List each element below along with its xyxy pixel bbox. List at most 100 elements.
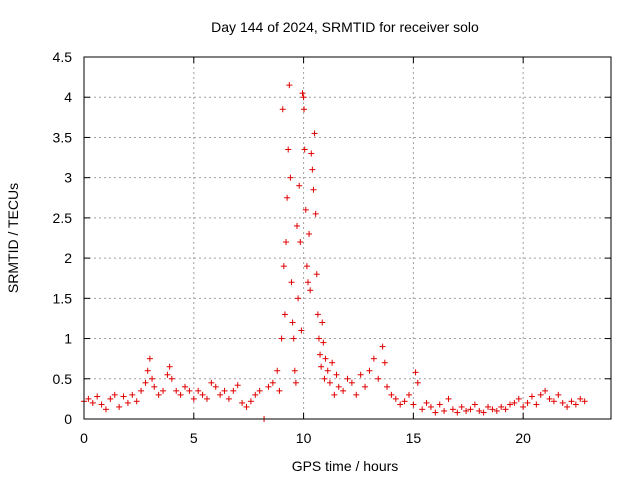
data-point [489, 406, 496, 413]
data-point [319, 319, 326, 326]
data-point [203, 395, 210, 402]
data-point [520, 403, 527, 410]
data-point [286, 82, 293, 89]
data-point [230, 387, 237, 394]
data-point [297, 239, 304, 246]
data-point [326, 379, 333, 386]
data-point [111, 391, 118, 398]
chart-title: Day 144 of 2024, SRMTID for receiver sol… [211, 19, 479, 35]
data-point [292, 379, 299, 386]
data-point [168, 375, 175, 382]
data-point [234, 382, 241, 389]
data-point [480, 409, 487, 416]
data-point [290, 335, 297, 342]
data-point [427, 403, 434, 410]
data-point [410, 401, 417, 408]
data-point [436, 401, 443, 408]
data-point [199, 391, 206, 398]
data-point [331, 391, 338, 398]
data-point [320, 339, 327, 346]
data-point [311, 130, 318, 137]
data-point [151, 383, 158, 390]
data-point [340, 387, 347, 394]
data-point [379, 343, 386, 350]
y-tick-label: 2.5 [53, 210, 73, 226]
data-point [287, 174, 294, 181]
data-point [528, 393, 535, 400]
y-tick-label: 2 [64, 250, 72, 266]
data-point [256, 387, 263, 394]
data-point [515, 395, 522, 402]
data-point [502, 406, 509, 413]
data-point [471, 401, 478, 408]
data-point [291, 367, 298, 374]
data-point [524, 399, 531, 406]
data-point [239, 399, 246, 406]
data-point [306, 230, 313, 237]
data-point [366, 367, 373, 374]
data-point [445, 395, 452, 402]
data-point [212, 383, 219, 390]
data-point [568, 398, 575, 405]
data-point [296, 182, 303, 189]
data-point [381, 359, 388, 366]
data-point [89, 399, 96, 406]
data-point [149, 375, 156, 382]
data-point [225, 395, 232, 402]
data-point [120, 393, 127, 400]
y-tick-label: 1 [64, 331, 72, 347]
data-point [164, 371, 171, 378]
data-point [173, 387, 180, 394]
data-point [144, 367, 151, 374]
data-point [357, 371, 364, 378]
data-point [542, 387, 549, 394]
data-point [559, 399, 566, 406]
y-tick-label: 0.5 [53, 371, 73, 387]
data-point [419, 406, 426, 413]
data-point [138, 387, 145, 394]
data-point [333, 371, 340, 378]
data-point [252, 391, 259, 398]
grid [84, 57, 611, 419]
data-point [454, 409, 461, 416]
data-point [362, 383, 369, 390]
x-tick-label: 0 [80, 430, 88, 446]
data-point [511, 399, 518, 406]
data-point [217, 391, 224, 398]
data-point [370, 355, 377, 362]
data-point [318, 363, 325, 370]
plot-frame [83, 56, 612, 420]
data-point [485, 403, 492, 410]
data-point [564, 403, 571, 410]
data-point [335, 383, 342, 390]
data-point [397, 401, 404, 408]
data-point [577, 395, 584, 402]
data-point [467, 406, 474, 413]
data-point [449, 406, 456, 413]
data-point [412, 369, 419, 376]
data-point [312, 210, 319, 217]
x-tick-label: 10 [296, 430, 312, 446]
data-point [476, 407, 483, 414]
data-point [274, 367, 281, 374]
data-point [133, 398, 140, 405]
data-point [298, 327, 305, 334]
data-point [329, 359, 336, 366]
data-point [353, 391, 360, 398]
data-point [313, 271, 320, 278]
data-point [195, 387, 202, 394]
data-point [94, 393, 101, 400]
data-point [208, 379, 215, 386]
data-point [388, 391, 395, 398]
data-point [405, 391, 412, 398]
data-point [301, 146, 308, 153]
data-point [423, 399, 430, 406]
x-tick-label: 5 [190, 430, 198, 446]
data-point [85, 395, 92, 402]
data-point [302, 206, 309, 213]
x-axis-label: GPS time / hours [292, 458, 399, 474]
data-point [550, 398, 557, 405]
data-point [107, 395, 114, 402]
data-point [304, 279, 311, 286]
data-point [98, 401, 105, 408]
